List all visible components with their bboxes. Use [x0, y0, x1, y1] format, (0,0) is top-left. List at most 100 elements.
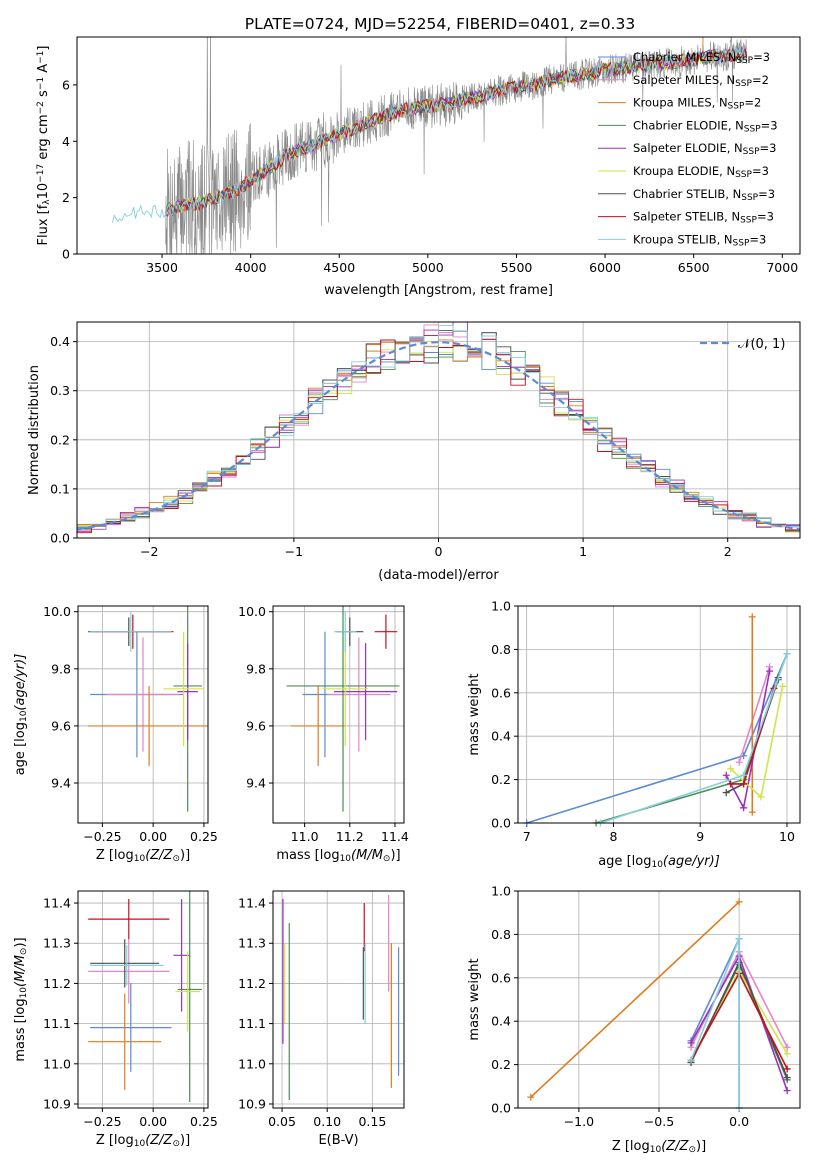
label-part: SSP — [728, 102, 745, 112]
weight-line-0 — [690, 938, 740, 1108]
y-tick-label: 11.4 — [238, 896, 266, 911]
mass-vs-z-panel: −0.25 0.00 0.25 10.9 11.0 11.1 11.2 11.3 11.4 — [43, 890, 218, 1129]
x-tick-label: −0.5 — [644, 1114, 674, 1129]
y-tick-label: 0.6 — [491, 685, 511, 700]
y-tick-label: 9.8 — [51, 661, 71, 676]
weight-marker-1-0 — [735, 758, 743, 766]
label-part: 10 — [36, 183, 51, 200]
label-part: 10 — [134, 854, 146, 864]
x-tick-label: 0.10 — [313, 1114, 341, 1129]
label-part: Z [log — [612, 1139, 650, 1154]
label-part: (M/M — [13, 955, 28, 987]
axes-frame — [76, 321, 801, 539]
residual-xlabel: (data-model)/error — [378, 568, 499, 583]
label-part: 10 — [340, 854, 352, 864]
label-part: ⊙ — [688, 1145, 696, 1155]
y-tick-label: 0.0 — [491, 816, 511, 831]
weight-marker-5-0 — [727, 765, 735, 773]
x-tick-label: 0.0 — [729, 1114, 749, 1129]
label-part: =3 — [752, 164, 769, 178]
weight-marker-2-1 — [735, 898, 743, 906]
x-tick-label: −1 — [285, 544, 303, 559]
y-tick-label: 4 — [62, 134, 70, 149]
residual-panel: −2 −1 0 1 2 0.0 0.1 0.2 0.3 0.4 — [50, 321, 801, 559]
label-part: SSP — [735, 79, 752, 89]
weight-marker-4-2 — [783, 1087, 791, 1095]
weight-line-3 — [595, 679, 780, 823]
y-tick-label: 0.4 — [491, 1014, 511, 1029]
x-tick-label: 7 — [523, 829, 531, 844]
age-vs-z-panel-xlabel: Z [log10(Z/Z⊙)] — [96, 848, 190, 864]
legend-label-5: Kroupa ELODIE, NSSP=3 — [633, 164, 769, 180]
y-tick-label: 10.0 — [238, 604, 266, 619]
label-part: (Z/Z — [145, 848, 173, 863]
y-tick-label: 9.4 — [246, 776, 266, 791]
label-part: SSP — [736, 56, 753, 66]
label-part: SSP — [735, 170, 752, 180]
residual-hist-8 — [77, 325, 800, 538]
weight-marker-8-1 — [740, 771, 748, 779]
axes-frame — [517, 605, 801, 824]
label-part: SSP — [741, 193, 758, 203]
weight-marker-7-2 — [783, 1065, 791, 1073]
label-part: Chabrier MILES, N — [633, 50, 736, 64]
y-tick-label: 0.1 — [50, 481, 70, 496]
label-part: =3 — [761, 118, 778, 132]
age-vs-z-panel-ylabel: age [log10(age/yr)] — [13, 654, 29, 776]
y-tick-label: 1.0 — [491, 884, 511, 899]
y-tick-label: 9.4 — [51, 776, 71, 791]
x-tick-label: 4000 — [235, 260, 267, 275]
label-part: (age/yr)] — [13, 654, 28, 711]
spectrum-ylabel: Flux [fλ10−17 erg cm−2 s−1 A−1] — [36, 46, 52, 246]
label-part: =2 — [744, 96, 761, 110]
axes-frame — [77, 605, 209, 824]
y-tick-label: 11.4 — [43, 896, 71, 911]
x-tick-label: 0.25 — [190, 1114, 218, 1129]
label-part: 10 — [19, 710, 29, 722]
label-part: )] — [13, 937, 28, 947]
weight-vs-age-panel: 7 8 9 10 0.0 0.2 0.4 0.6 0.8 1.0 — [491, 599, 801, 844]
y-tick-label: 0.6 — [491, 970, 511, 985]
axes-frame — [272, 605, 405, 824]
legend-label-6: Chabrier STELIB, NSSP=3 — [633, 187, 775, 203]
label-part: ⊙ — [172, 854, 180, 864]
label-part: −1 — [36, 51, 46, 64]
label-part: 10 — [19, 987, 29, 999]
label-part: =3 — [749, 232, 766, 246]
x-tick-label: 11.2 — [336, 829, 364, 844]
x-tick-label: 9 — [696, 829, 704, 844]
label-part: mass [log — [13, 998, 28, 1061]
y-tick-label: 9.6 — [246, 718, 266, 733]
y-tick-label: 10.9 — [238, 1096, 266, 1111]
x-tick-label: 10 — [779, 829, 795, 844]
label-part: ] — [36, 46, 51, 51]
x-tick-label: 11.0 — [291, 829, 319, 844]
spectrum-xlabel: wavelength [Angstrom, rest frame] — [324, 283, 553, 298]
label-part: Flux [f — [36, 204, 51, 245]
y-tick-label: 11.1 — [238, 1016, 266, 1031]
axes-frame — [77, 890, 209, 1109]
label-part: SSP — [743, 147, 760, 157]
y-tick-label: 0.0 — [491, 1101, 511, 1116]
label-part: s — [36, 90, 51, 101]
label-part: mass [log — [276, 848, 339, 863]
legend-label-8: Kroupa STELIB, NSSP=3 — [633, 232, 766, 248]
y-tick-label: 0.8 — [491, 927, 511, 942]
weight-line-2 — [530, 901, 740, 1098]
y-tick-label: 11.2 — [238, 976, 266, 991]
x-tick-label: 8 — [609, 829, 617, 844]
y-tick-label: 9.8 — [246, 661, 266, 676]
residual-ylabel: Normed distribution — [27, 365, 42, 495]
x-tick-label: 5000 — [412, 260, 444, 275]
label-part: ⊙ — [19, 948, 29, 956]
label-part: Salpeter ELODIE, N — [633, 141, 743, 155]
label-part: ⊙ — [383, 854, 391, 864]
x-tick-label: 2 — [724, 544, 732, 559]
legend-label-7: Salpeter STELIB, NSSP=3 — [633, 210, 774, 226]
label-part: −2 — [36, 101, 46, 114]
label-part: Z [log — [96, 1133, 134, 1148]
y-tick-label: 10.0 — [43, 604, 71, 619]
mass-vs-ebv-panel-xlabel: E(B-V) — [318, 1133, 358, 1148]
y-tick-label: 11.1 — [43, 1016, 71, 1031]
